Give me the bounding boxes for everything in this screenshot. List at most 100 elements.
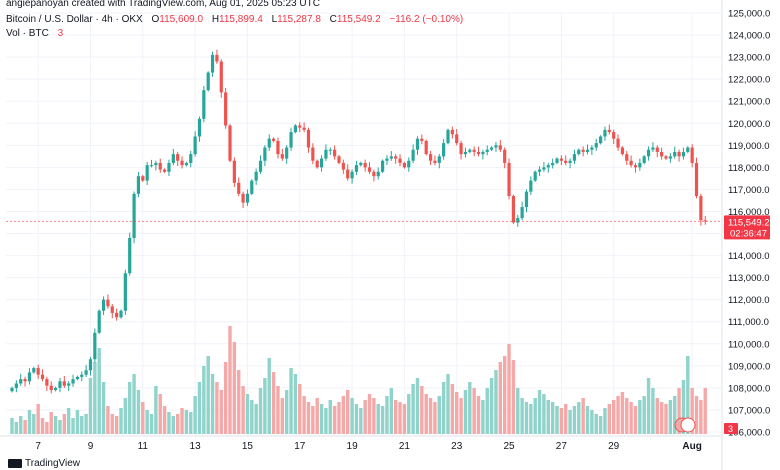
candle-body bbox=[629, 160, 633, 166]
candle-body bbox=[555, 158, 559, 163]
volume-bar bbox=[529, 404, 533, 434]
volume-bar bbox=[245, 394, 250, 434]
volume-bar bbox=[420, 386, 424, 434]
candle-body bbox=[93, 332, 97, 360]
candle-body bbox=[193, 136, 197, 155]
volume-bar bbox=[123, 398, 128, 434]
tradingview-brand: TradingView bbox=[8, 458, 80, 469]
candle-body bbox=[293, 125, 297, 133]
volume-bar bbox=[629, 402, 633, 434]
volume-bar bbox=[699, 400, 703, 434]
volume-bar bbox=[555, 406, 559, 434]
volume-bar bbox=[690, 388, 694, 434]
candle-body bbox=[149, 165, 154, 167]
volume-bar bbox=[450, 384, 455, 434]
time-tick-label: 17 bbox=[294, 441, 306, 452]
candle-body bbox=[241, 193, 245, 203]
candle-body bbox=[686, 147, 690, 152]
volume-bar bbox=[315, 398, 319, 434]
volume-bar bbox=[328, 400, 332, 434]
candle-body bbox=[367, 167, 372, 172]
candle-body bbox=[503, 149, 507, 163]
volume-tag: 3 bbox=[724, 423, 738, 434]
candle-body bbox=[228, 125, 232, 161]
candle-body bbox=[385, 158, 389, 161]
volume-bar bbox=[162, 406, 167, 434]
candle-body bbox=[254, 171, 258, 181]
open-label: O bbox=[151, 14, 160, 25]
candle-body bbox=[450, 129, 454, 135]
low-value: 115,287.8 bbox=[277, 14, 321, 25]
price-tick-label: 122,000.0 bbox=[728, 75, 770, 86]
time-tick-label: 23 bbox=[451, 441, 463, 452]
candle-body bbox=[341, 162, 345, 170]
volume-bar bbox=[424, 394, 428, 434]
volume-bar bbox=[119, 408, 123, 434]
time-tick-label: 21 bbox=[399, 441, 411, 452]
candle-body bbox=[463, 151, 468, 155]
volume-bar bbox=[110, 414, 114, 434]
volume-bar bbox=[668, 400, 673, 434]
volume-bar bbox=[106, 406, 110, 434]
candle-body bbox=[638, 162, 642, 168]
volume-label[interactable]: Vol · BTC bbox=[6, 28, 49, 39]
candle-body bbox=[280, 154, 284, 159]
candle-body bbox=[546, 165, 550, 168]
volume-bar bbox=[568, 410, 572, 434]
volume-bar bbox=[455, 392, 459, 434]
candle-body bbox=[23, 379, 27, 382]
time-tick-label: 25 bbox=[503, 441, 515, 452]
volume-bar bbox=[267, 358, 271, 434]
time-tick-label: 7 bbox=[35, 441, 41, 452]
candle-body bbox=[350, 171, 354, 179]
volume-bar bbox=[411, 384, 415, 434]
volume-bar bbox=[223, 362, 228, 434]
price-tick-label: 120,000.0 bbox=[728, 119, 770, 130]
volume-bar bbox=[498, 362, 503, 434]
volume-bar bbox=[114, 416, 119, 434]
candle-body bbox=[210, 54, 215, 73]
candle-body bbox=[19, 379, 23, 384]
volume-bar bbox=[407, 394, 411, 434]
volume-bar bbox=[542, 394, 546, 434]
volume-bar bbox=[167, 412, 171, 434]
volume-bar bbox=[642, 396, 646, 434]
candle-body bbox=[433, 160, 437, 163]
volume-bar bbox=[559, 408, 564, 434]
volume-bar bbox=[585, 406, 590, 434]
volume-bar bbox=[276, 386, 280, 434]
price-tick-label: 123,000.0 bbox=[728, 53, 770, 64]
candle-body bbox=[97, 310, 101, 333]
candle-body bbox=[511, 196, 515, 223]
candle-body bbox=[498, 145, 502, 150]
candle-body bbox=[123, 273, 127, 311]
candle-body bbox=[62, 381, 66, 386]
candle-body bbox=[119, 310, 123, 318]
volume-bar bbox=[136, 390, 141, 434]
volume-bar bbox=[516, 388, 520, 434]
candle-body bbox=[27, 372, 32, 382]
volume-bar bbox=[93, 362, 97, 434]
candle-body bbox=[202, 90, 206, 119]
candle-body bbox=[668, 156, 672, 159]
candle-body bbox=[110, 306, 114, 313]
volume-bar bbox=[258, 388, 263, 434]
volume-bar bbox=[655, 398, 659, 434]
low-label: L bbox=[271, 14, 278, 25]
price-tick-label: 112,000.0 bbox=[728, 295, 770, 306]
volume-bar bbox=[472, 388, 476, 434]
candle-body bbox=[263, 147, 267, 161]
volume-bar bbox=[533, 398, 537, 434]
price-tick-label: 111,000.0 bbox=[728, 317, 769, 328]
volume-bar bbox=[441, 382, 446, 434]
candle-body bbox=[542, 167, 546, 170]
candle-body bbox=[206, 72, 210, 91]
volume-bar bbox=[620, 392, 625, 434]
volume-bar bbox=[385, 396, 389, 434]
symbol-label[interactable]: Bitcoin / U.S. Dollar · 4h · OKX bbox=[6, 14, 143, 25]
candle-body bbox=[49, 385, 53, 391]
candle-body bbox=[681, 151, 686, 157]
volume-bars bbox=[10, 326, 707, 434]
candle-body bbox=[603, 129, 607, 137]
